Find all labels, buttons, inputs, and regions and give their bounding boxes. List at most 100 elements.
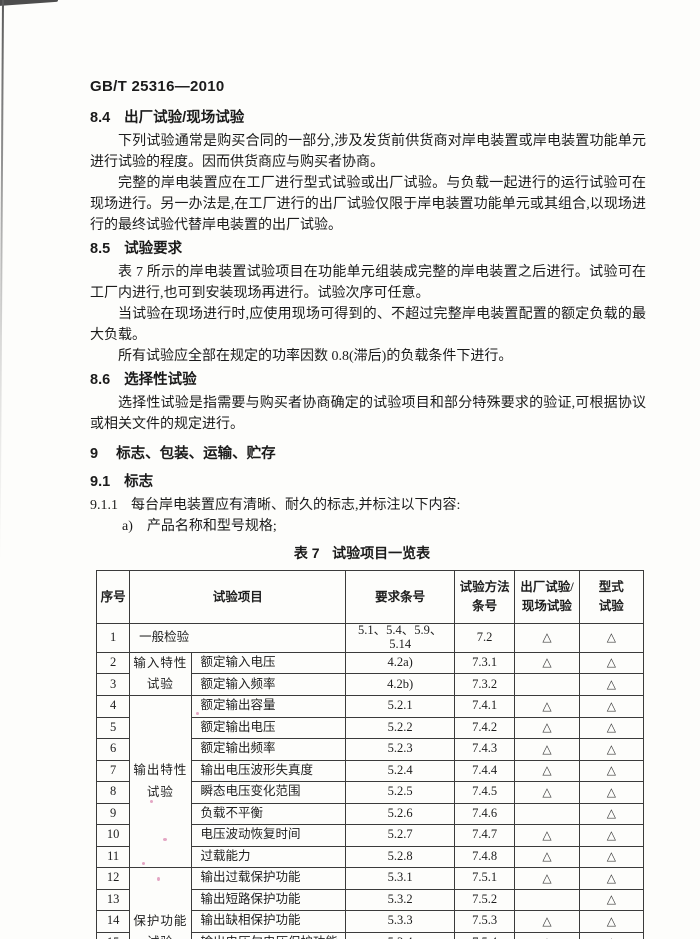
req-clause-cell: 5.2.3 xyxy=(345,738,455,761)
table-row: 2 输入特性 试验 额定输入电压 4.2a) 7.3.1 △ △ xyxy=(95,651,645,696)
list-item: a) 产品名称和型号规格; xyxy=(90,516,646,537)
type-test-cell: △ xyxy=(578,824,645,847)
seq-cell: 5 xyxy=(95,716,131,739)
table-row: 15输出电压欠电压保护功能5.3.47.5.4△△ xyxy=(95,931,645,939)
method-clause-cell: 7.3.1 xyxy=(453,651,516,675)
type-test-cell: △ xyxy=(578,888,645,911)
type-test-cell: △ xyxy=(578,651,645,675)
seq-cell: 15 xyxy=(95,931,131,939)
paragraph: 选择性试验是指需要与购买者协商确定的试验项目和部分特殊要求的验证,可根据协议或相… xyxy=(90,396,646,432)
group-cell: 输出特性 试验 xyxy=(129,695,192,868)
table-header-row: 序号 试验项目 要求条号 试验方法 条号 出厂试验/ 现场试验 型式 试验 xyxy=(95,570,645,624)
section-title: 标志、包装、运输、贮存 xyxy=(116,446,276,462)
req-clause-cell: 5.2.5 xyxy=(345,781,455,804)
table-row: 11 过载能力 5.2.8 7.4.8 △ △ xyxy=(95,845,645,868)
table-row: 1 一般检验 5.1、5.4、5.9、5.14 7.2 △ △ xyxy=(95,623,645,653)
factory-field-test-cell: △ xyxy=(514,910,580,933)
section-number: 8.6 xyxy=(90,372,111,388)
factory-field-test-cell xyxy=(514,802,580,825)
method-clause-cell: 7.4.6 xyxy=(453,802,516,825)
req-clause-cell: 4.2a) xyxy=(345,651,455,675)
method-clause-cell: 7.4.5 xyxy=(453,781,516,804)
table-header-cell: 试验方法 条号 xyxy=(453,570,516,624)
method-clause-cell: 7.5.1 xyxy=(453,867,516,890)
method-clause-cell: 7.4.8 xyxy=(453,845,516,868)
seq-cell: 9 xyxy=(95,802,131,825)
factory-field-test-cell: △ xyxy=(514,824,580,847)
table-row: 14 输出缺相保护功能 5.3.3 7.5.3 △ △ xyxy=(95,910,645,933)
standard-number: GB/T 25316—2010 xyxy=(90,78,225,95)
factory-field-test-cell: △ xyxy=(514,651,580,675)
factory-field-test-cell xyxy=(514,888,580,911)
test-table-head: 序号 试验项目 要求条号 试验方法 条号 出厂试验/ 现场试验 型式 试验 xyxy=(95,570,645,624)
paragraph: 表 7 所示的岸电装置试验项目在功能单元组装成完整的岸电装置之后进行。试验可在工… xyxy=(90,265,646,301)
req-clause-cell: 4.2b) xyxy=(345,673,455,696)
item-cell: 输出过载保护功能 xyxy=(190,867,347,890)
type-test-cell: △ xyxy=(578,673,645,696)
method-clause-cell: 7.5.4 xyxy=(453,931,516,939)
method-clause-cell: 7.4.3 xyxy=(453,738,516,761)
seq-cell: 3 xyxy=(95,673,131,696)
table-row: 10 电压波动恢复时间 5.2.7 7.4.7 △ △ xyxy=(95,824,645,847)
type-test-cell: △ xyxy=(578,802,645,825)
group-cell: 输入特性 试验 xyxy=(129,651,192,696)
req-clause-cell: 5.3.2 xyxy=(345,888,455,911)
section-heading: 9.1 标志 xyxy=(90,472,646,493)
type-test-cell: △ xyxy=(578,781,645,804)
req-clause-cell: 5.2.2 xyxy=(345,716,455,739)
test-table-body: 1 一般检验 5.1、5.4、5.9、5.14 7.2 △ △ 2 输入特性 试验 额定输入电压… xyxy=(95,623,645,939)
method-clause-cell: 7.5.2 xyxy=(453,888,516,911)
method-clause-cell: 7.2 xyxy=(453,623,516,653)
factory-field-test-cell: △ xyxy=(514,759,580,782)
seq-cell: 10 xyxy=(95,824,131,847)
method-clause-cell: 7.3.2 xyxy=(453,673,516,696)
item-cell: 电压波动恢复时间 xyxy=(190,824,347,847)
seq-cell: 13 xyxy=(95,888,131,911)
item-cell: 负载不平衡 xyxy=(190,802,347,825)
section-heading: 8.4 出厂试验/现场试验 xyxy=(90,108,646,129)
section-number: 9 xyxy=(90,446,99,462)
seq-cell: 11 xyxy=(95,845,131,868)
factory-field-test-cell: △ xyxy=(514,716,580,739)
clause-number: 9.1.1 xyxy=(90,498,118,513)
section-heading: 8.5 试验要求 xyxy=(90,239,646,260)
item-cell: 过载能力 xyxy=(190,845,347,868)
item-cell: 输出电压欠电压保护功能 xyxy=(190,931,347,939)
item-cell: 额定输入频率 xyxy=(190,673,347,696)
seq-cell: 4 xyxy=(95,695,131,718)
clause-text: 每台岸电装置应有清晰、耐久的标志,并标注以下内容: xyxy=(131,498,461,513)
paragraph: 完整的岸电装置应在工厂进行型式试验或出厂试验。与负载一起进行的运行试验可在现场进… xyxy=(90,176,646,233)
type-test-cell: △ xyxy=(578,738,645,761)
section-heading: 8.6 选择性试验 xyxy=(90,370,646,391)
list-item-text: 产品名称和型号规格; xyxy=(146,519,277,534)
type-test-cell: △ xyxy=(578,695,645,718)
req-clause-cell: 5.3.1 xyxy=(345,867,455,890)
item-cell: 额定输出容量 xyxy=(190,695,347,718)
factory-field-test-cell: △ xyxy=(514,931,580,939)
item-cell: 输出缺相保护功能 xyxy=(190,910,347,933)
type-test-cell: △ xyxy=(578,759,645,782)
table-header-cell: 序号 xyxy=(95,570,131,624)
factory-field-test-cell: △ xyxy=(514,781,580,804)
table-row: 9 负载不平衡 5.2.6 7.4.6 △ xyxy=(95,802,645,825)
req-clause-cell: 5.2.4 xyxy=(345,759,455,782)
method-clause-cell: 7.5.3 xyxy=(453,910,516,933)
factory-field-test-cell: △ xyxy=(514,845,580,868)
item-cell: 瞬态电压变化范围 xyxy=(190,781,347,804)
req-clause-cell: 5.2.6 xyxy=(345,802,455,825)
item-cell: 额定输出频率 xyxy=(190,738,347,761)
document-body: 8.4 出厂试验/现场试验 下列试验通常是购买合同的一部分,涉及发货前供货商对岸电装… xyxy=(90,108,646,537)
seq-cell: 14 xyxy=(95,910,131,933)
paragraph: 所有试验应全部在规定的功率因数 0.8(滞后)的负载条件下进行。 xyxy=(118,349,513,364)
scan-edge-line-artifact xyxy=(0,0,4,561)
clause: 9.1.1 每台岸电装置应有清晰、耐久的标志,并标注以下内容: xyxy=(90,495,646,516)
table-caption-number: 表 7 xyxy=(293,545,320,561)
group-cell: 保护功能 试验 xyxy=(129,867,192,939)
paragraph: 当试验在现场进行时,应使用现场可得到的、不超过完整岸电装置配置的额定负载的最大负… xyxy=(90,307,646,343)
type-test-cell: △ xyxy=(578,910,645,933)
section-number: 8.5 xyxy=(90,241,111,257)
table-caption: 表 7 试验项目一览表 xyxy=(78,543,646,563)
factory-field-test-cell xyxy=(514,673,580,696)
